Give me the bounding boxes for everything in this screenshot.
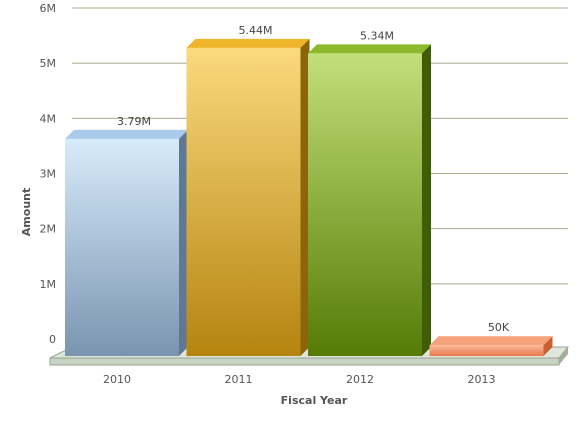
bar-top-2013 [429, 336, 553, 346]
y-tick-label: 1M [40, 278, 57, 291]
bar-top-2011 [186, 38, 310, 48]
bar-top-2012 [308, 44, 431, 54]
floor-side [559, 347, 568, 365]
bar-side-2011 [300, 38, 310, 356]
data-label-2010: 3.79M [117, 115, 151, 128]
data-label-2011: 5.44M [239, 24, 273, 37]
bar-side-2010 [179, 129, 188, 356]
data-label-2012: 5.34M [360, 29, 394, 42]
bar-2013 [429, 345, 544, 356]
y-axis-title: Amount [20, 188, 33, 236]
y-tick-label: 5M [40, 57, 57, 70]
y-tick-label: 3M [40, 168, 57, 181]
labels: 0 1M 2M 3M 4M 5M 6M 3.79M 2010 5.44M 2011 5.34M 2012… [40, 2, 510, 386]
x-tick-label: 2013 [468, 373, 496, 386]
y-tick-label: 2M [40, 223, 57, 236]
x-tick-label: 2010 [103, 373, 131, 386]
floor-front [49, 357, 560, 366]
y-tick-label: 0 [49, 333, 56, 346]
bar-2012 [308, 53, 422, 356]
bar-top-2010 [65, 129, 188, 139]
x-tick-label: 2011 [225, 373, 253, 386]
x-tick-label: 2012 [346, 373, 374, 386]
bar-side-2013 [543, 336, 553, 356]
y-tick-label: 4M [40, 112, 57, 125]
data-label-2013: 50K [488, 321, 510, 334]
bars [65, 38, 553, 356]
y-tick-label: 6M [40, 2, 57, 15]
x-axis-title: Fiscal Year [281, 394, 348, 407]
bar-2011 [186, 47, 301, 356]
bar-2010 [65, 138, 179, 356]
bar-side-2012 [422, 44, 431, 356]
